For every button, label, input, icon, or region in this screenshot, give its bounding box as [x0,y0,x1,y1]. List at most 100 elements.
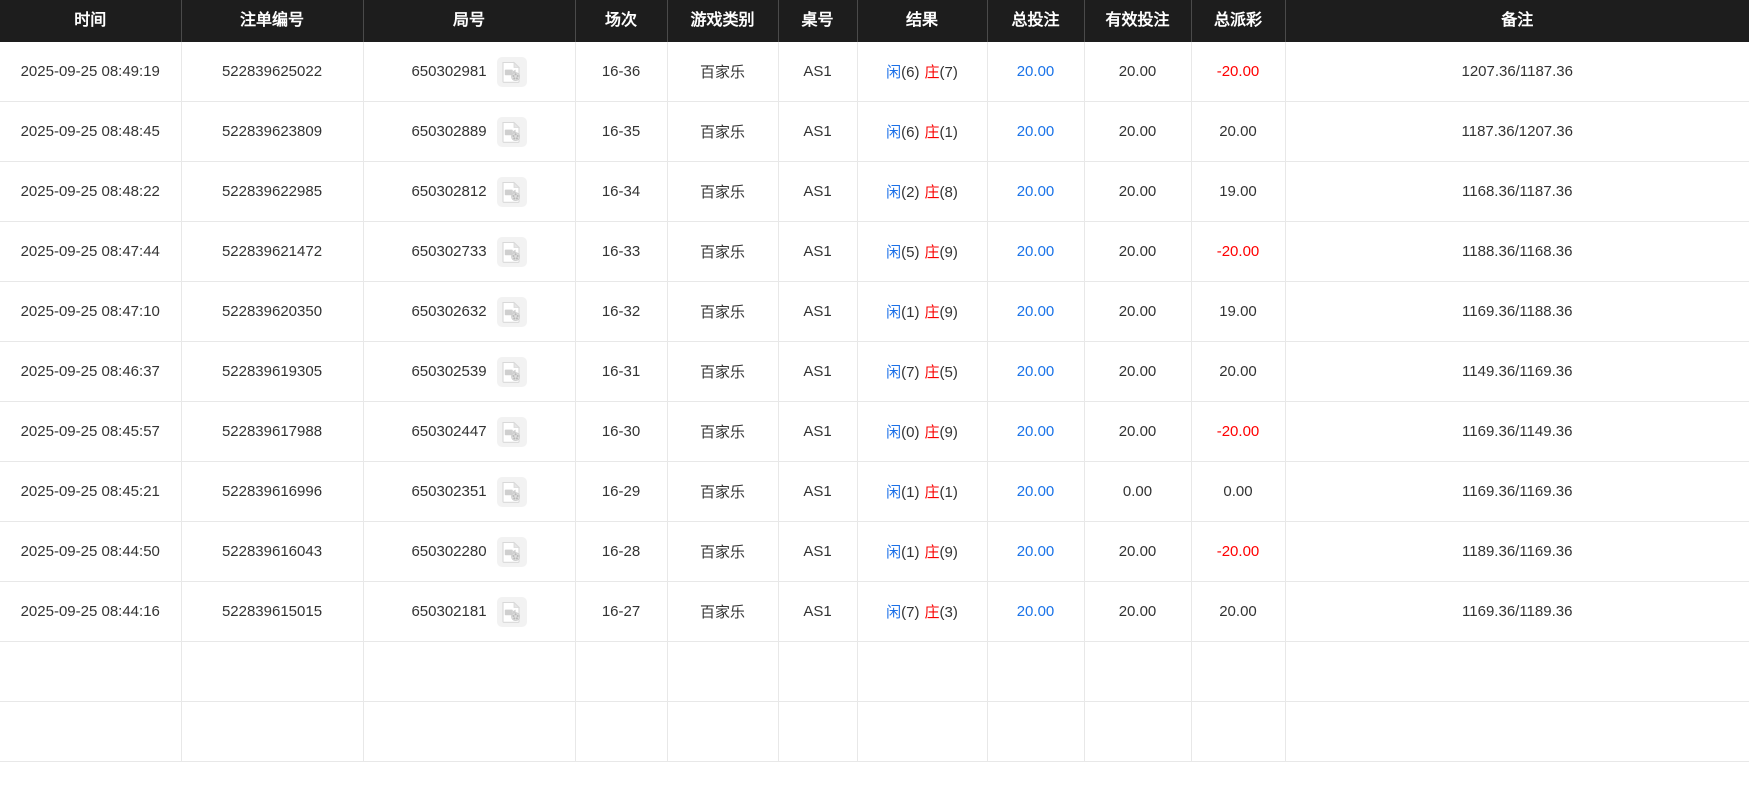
table-row[interactable]: 2025-09-25 08:49:19 522839625022 6503029… [0,42,1749,102]
table-row[interactable]: 2025-09-25 08:47:44 522839621472 6503027… [0,221,1749,282]
result-banker-score: (5) [939,364,958,381]
round-no-text: 650302280 [411,543,487,560]
result-banker-label: 庄 [924,544,940,561]
column-header-result[interactable]: 结果 [857,0,988,42]
column-header-total-bet[interactable]: 总投注 [987,0,1085,42]
cell-valid-bet: 20.00 [1084,101,1192,162]
cell-result: 闲(6) 庄(7) [857,42,988,102]
summary-row: 总计 10 200.00 180.00 18.00 [0,701,1749,762]
round-no-text: 650302981 [411,63,487,80]
cell-round-no: 650302539 [363,341,576,402]
cell-order-no: 522839616996 [181,461,364,522]
column-header-remark[interactable]: 备注 [1285,0,1749,42]
round-no-text: 650302447 [411,423,487,440]
column-header-payout[interactable]: 总派彩 [1191,0,1286,42]
cell-valid-bet: 20.00 [1084,581,1192,642]
result-player-label: 闲 [886,544,902,561]
cell-payout: -20.00 [1191,521,1286,582]
cell-order-no: 522839620350 [181,281,364,342]
summary-blank-session [575,641,668,702]
cell-time: 2025-09-25 08:48:45 [0,101,182,162]
table-row[interactable]: 2025-09-25 08:47:10 522839620350 6503026… [0,281,1749,342]
result-banker-label: 庄 [924,484,940,501]
video-replay-icon[interactable] [496,116,527,147]
result-banker-label: 庄 [924,124,940,141]
cell-remark: 1169.36/1169.36 [1285,461,1749,522]
table-row[interactable]: 2025-09-25 08:44:16 522839615015 6503021… [0,581,1749,642]
table-row[interactable]: 2025-09-25 08:46:37 522839619305 6503025… [0,341,1749,402]
result-player-score: (2) [901,184,920,201]
column-header-round-no[interactable]: 局号 [363,0,576,42]
result-banker-score: (9) [939,424,958,441]
video-replay-icon[interactable] [496,416,527,447]
video-replay-icon[interactable] [496,296,527,327]
summary-payout: 18.00 [1191,641,1286,702]
cell-total-bet: 20.00 [987,161,1085,222]
video-replay-icon[interactable] [496,176,527,207]
cell-valid-bet: 20.00 [1084,281,1192,342]
cell-remark: 1169.36/1188.36 [1285,281,1749,342]
result-banker-score: (8) [939,184,958,201]
cell-session: 16-34 [575,161,668,222]
cell-session: 16-28 [575,521,668,582]
cell-round-no: 650302280 [363,521,576,582]
cell-time: 2025-09-25 08:46:37 [0,341,182,402]
cell-game-type: 百家乐 [667,281,779,342]
table-row[interactable]: 2025-09-25 08:45:21 522839616996 6503023… [0,461,1749,522]
table-row[interactable]: 2025-09-25 08:48:45 522839623809 6503028… [0,101,1749,162]
result-banker-score: (9) [939,304,958,321]
cell-remark: 1168.36/1187.36 [1285,161,1749,222]
video-replay-icon[interactable] [496,356,527,387]
cell-game-type: 百家乐 [667,341,779,402]
cell-remark: 1149.36/1169.36 [1285,341,1749,402]
result-player-score: (6) [901,124,920,141]
summary-label: 小计 [0,641,182,702]
cell-total-bet: 20.00 [987,42,1085,102]
cell-payout: -20.00 [1191,221,1286,282]
video-replay-icon[interactable] [496,536,527,567]
result-player-label: 闲 [886,484,902,501]
cell-table-no: AS1 [778,161,858,222]
summary-blank-remark [1285,641,1749,702]
summary-blank-tableno [778,641,858,702]
cell-game-type: 百家乐 [667,521,779,582]
video-replay-icon[interactable] [496,236,527,267]
cell-result: 闲(5) 庄(9) [857,221,988,282]
column-header-table-no[interactable]: 桌号 [778,0,858,42]
cell-round-no: 650302733 [363,221,576,282]
video-replay-icon[interactable] [496,596,527,627]
video-replay-icon[interactable] [496,476,527,507]
column-header-time[interactable]: 时间 [0,0,182,42]
summary-blank-gametype [667,701,779,762]
cell-payout: 20.00 [1191,581,1286,642]
cell-session: 16-32 [575,281,668,342]
column-header-order-no[interactable]: 注单编号 [181,0,364,42]
round-no-text: 650302351 [411,483,487,500]
cell-time: 2025-09-25 08:44:50 [0,521,182,582]
cell-valid-bet: 20.00 [1084,42,1192,102]
column-header-session[interactable]: 场次 [575,0,668,42]
video-replay-icon[interactable] [496,56,527,87]
summary-blank-remark [1285,701,1749,762]
result-player-label: 闲 [886,64,902,81]
result-player-score: (1) [901,544,920,561]
column-header-game-type[interactable]: 游戏类别 [667,0,779,42]
table-row[interactable]: 2025-09-25 08:48:22 522839622985 6503028… [0,161,1749,222]
result-banker-score: (7) [939,64,958,81]
result-banker-score: (3) [939,604,958,621]
cell-total-bet: 20.00 [987,401,1085,462]
cell-result: 闲(7) 庄(3) [857,581,988,642]
table-row[interactable]: 2025-09-25 08:44:50 522839616043 6503022… [0,521,1749,582]
result-player-label: 闲 [886,364,902,381]
summary-total-bet: 200.00 [987,641,1085,702]
cell-payout: -20.00 [1191,42,1286,102]
cell-remark: 1187.36/1207.36 [1285,101,1749,162]
table-row[interactable]: 2025-09-25 08:45:57 522839617988 6503024… [0,401,1749,462]
cell-session: 16-35 [575,101,668,162]
column-header-valid-bet[interactable]: 有效投注 [1084,0,1192,42]
cell-valid-bet: 20.00 [1084,521,1192,582]
result-player-label: 闲 [886,124,902,141]
cell-table-no: AS1 [778,341,858,402]
summary-valid-bet: 180.00 [1084,701,1192,762]
cell-round-no: 650302812 [363,161,576,222]
